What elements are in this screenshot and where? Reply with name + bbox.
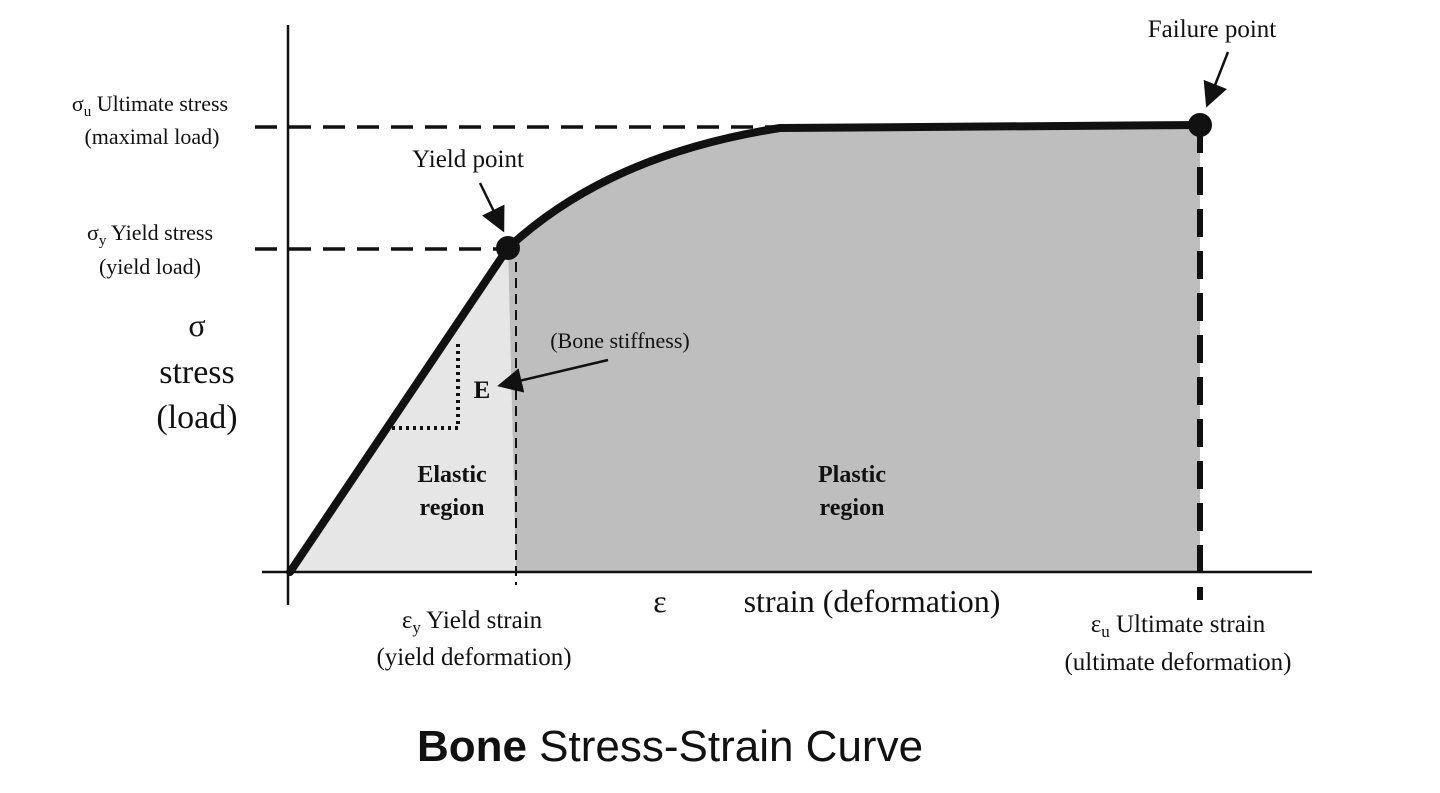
bone-stiffness-arrow bbox=[497, 358, 609, 393]
figure-caption: Bone Stress-Strain Curve bbox=[0, 722, 1340, 772]
plastic-region-label-line1: Plastic bbox=[818, 462, 886, 488]
x-axis-title: strain (deformation) bbox=[744, 583, 1001, 619]
yield-stress-label: σy Yield stress bbox=[87, 220, 213, 249]
ultimate-strain-label: εu Ultimate strain bbox=[1091, 611, 1266, 641]
yield-strain-label: εy Yield strain bbox=[402, 607, 543, 637]
yield-point-marker bbox=[496, 236, 520, 260]
plastic-region-label-line2: region bbox=[820, 495, 885, 521]
bone-stiffness-label: (Bone stiffness) bbox=[550, 328, 690, 353]
y-axis-symbol: σ bbox=[188, 307, 205, 343]
ultimate-strain-note: (ultimate deformation) bbox=[1064, 649, 1291, 676]
failure-point-marker bbox=[1188, 113, 1212, 137]
stiffness-triangle bbox=[392, 340, 460, 430]
ultimate-stress-note: (maximal load) bbox=[84, 124, 219, 149]
modulus-label: E bbox=[474, 377, 491, 404]
y-axis-title: stress bbox=[159, 354, 235, 391]
caption-bold: Bone bbox=[416, 722, 527, 771]
yield-stress-note: (yield load) bbox=[99, 254, 201, 279]
elastic-region-label-line2: region bbox=[420, 495, 485, 521]
yield-point-arrow bbox=[478, 182, 505, 233]
failure-point-label: Failure point bbox=[1148, 16, 1277, 43]
y-axis-note: (load) bbox=[156, 399, 237, 436]
failure-point-arrow bbox=[1203, 51, 1230, 108]
x-axis-symbol: ε bbox=[653, 583, 666, 619]
plastic-region-fill bbox=[508, 125, 1200, 572]
yield-point-label: Yield point bbox=[412, 146, 524, 173]
ultimate-stress-label: σu Ultimate stress bbox=[72, 91, 228, 120]
yield-strain-note: (yield deformation) bbox=[376, 644, 571, 671]
stress-strain-curve bbox=[286, 121, 1204, 576]
elastic-region-label-line1: Elastic bbox=[417, 462, 487, 488]
caption-rest: Stress-Strain Curve bbox=[526, 722, 924, 771]
